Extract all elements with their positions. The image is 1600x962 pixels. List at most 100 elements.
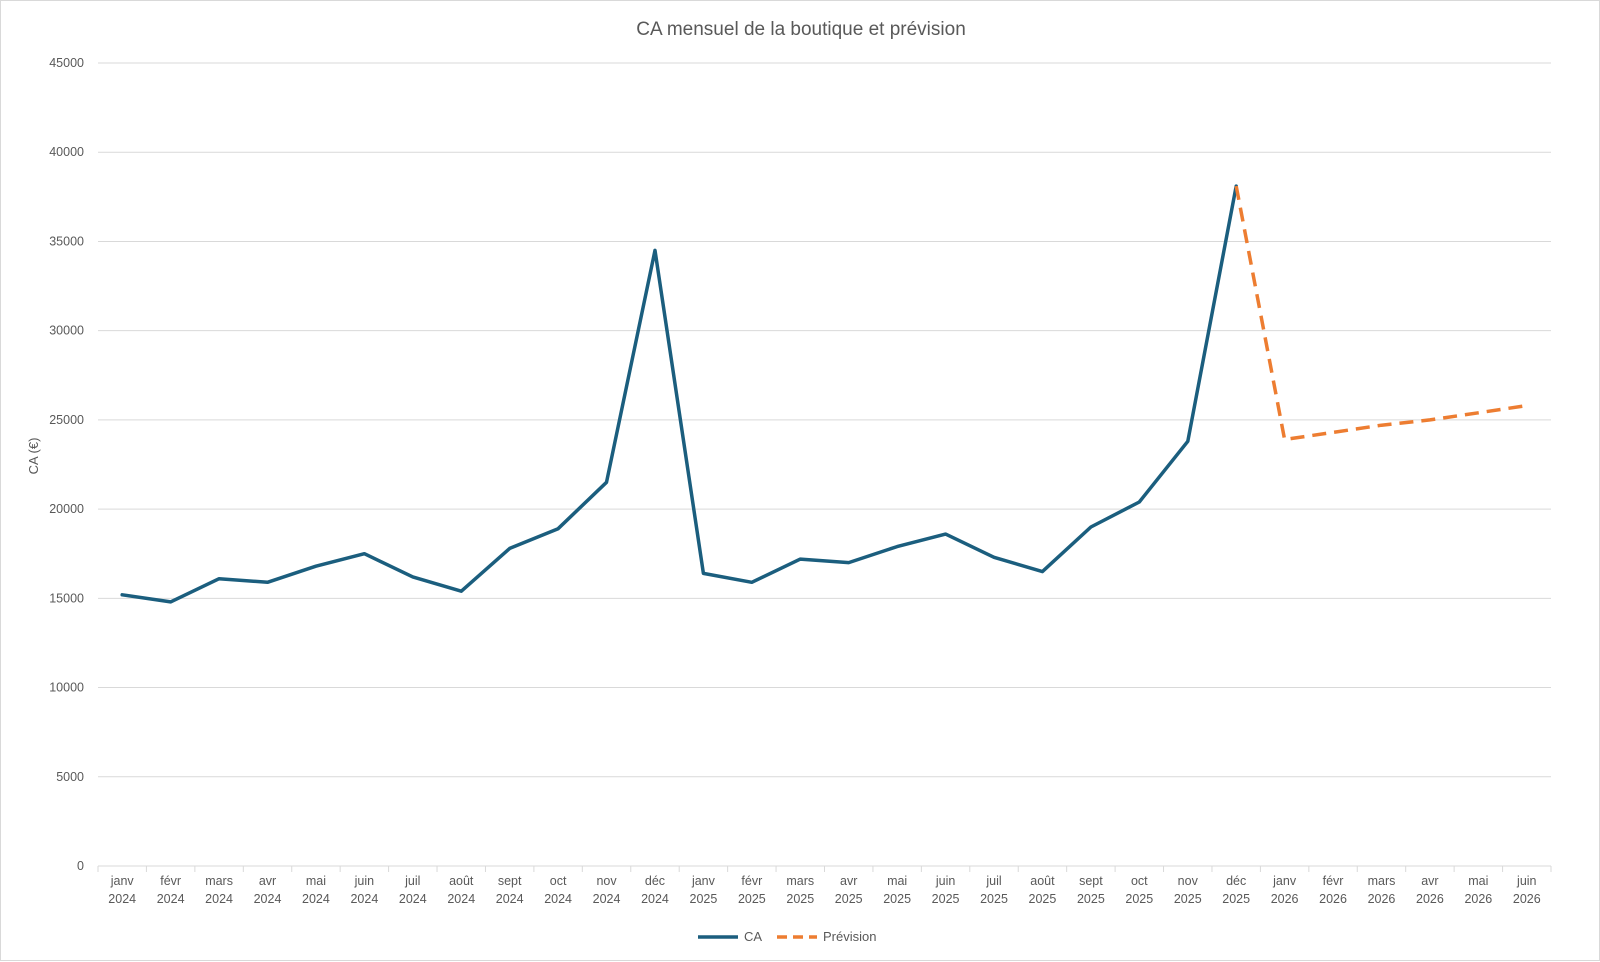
x-tick-label-year: 2026	[1368, 892, 1396, 906]
x-tick-label-month: avr	[1421, 874, 1438, 888]
x-tick-label-month: oct	[550, 874, 567, 888]
data-point	[750, 581, 753, 584]
x-tick-label-year: 2024	[108, 892, 136, 906]
y-tick-label: 20000	[49, 502, 84, 516]
y-tick-label: 15000	[49, 591, 84, 605]
data-point	[1525, 404, 1528, 407]
y-tick-label: 5000	[56, 770, 84, 784]
x-tick-label-year: 2024	[302, 892, 330, 906]
x-tick-label-year: 2026	[1416, 892, 1444, 906]
series-line-prevision	[1234, 185, 1528, 442]
x-tick-label-month: mars	[786, 874, 814, 888]
data-point	[121, 593, 124, 596]
x-tick-label-year: 2026	[1464, 892, 1492, 906]
data-point	[1138, 500, 1141, 503]
data-point	[702, 572, 705, 575]
y-tick-label: 45000	[49, 56, 84, 70]
x-tick-label-month: mai	[1468, 874, 1488, 888]
x-tick-label-year: 2024	[447, 892, 475, 906]
y-tick-label: 0	[77, 859, 84, 873]
data-point	[799, 558, 802, 561]
x-axis: janv 2024 févr 2024 mars 2024 avr 2024 mai 2024 ju…	[97, 865, 1552, 906]
x-tick-label-month: août	[1030, 874, 1055, 888]
data-point	[411, 575, 414, 578]
y-axis-title: CA (€)	[26, 438, 41, 475]
data-point	[896, 545, 899, 548]
x-tick-label-month: mai	[306, 874, 326, 888]
x-tick-label-month: nov	[596, 874, 617, 888]
x-tick-label-month: août	[449, 874, 474, 888]
x-tick-label-month: sept	[498, 874, 522, 888]
x-tick-label-month: juin	[935, 874, 956, 888]
x-tick-label-year: 2025	[883, 892, 911, 906]
data-point	[314, 565, 317, 568]
data-point	[1041, 570, 1044, 573]
chart-title: CA mensuel de la boutique et prévision	[636, 19, 966, 40]
x-tick-label-month: juil	[404, 874, 420, 888]
y-axis: 0 5000 10000 15000 20000 25000 30000 35000 40000…	[49, 56, 84, 873]
x-tick-label-month: juin	[354, 874, 375, 888]
gridlines	[98, 62, 1551, 778]
x-tick-label-year: 2025	[1125, 892, 1153, 906]
x-tick-label-year: 2025	[1077, 892, 1105, 906]
data-point	[847, 561, 850, 564]
x-tick-label-year: 2025	[932, 892, 960, 906]
x-tick-label-month: nov	[1178, 874, 1199, 888]
x-tick-label-month: oct	[1131, 874, 1148, 888]
x-tick-label-year: 2024	[641, 892, 669, 906]
data-point	[993, 556, 996, 559]
legend-label: Prévision	[823, 929, 876, 944]
x-tick-label-month: juin	[1516, 874, 1537, 888]
series-lines	[120, 184, 1528, 604]
x-tick-label-month: févr	[741, 874, 762, 888]
data-point	[653, 249, 656, 252]
data-point	[1380, 424, 1383, 427]
legend-label: CA	[744, 929, 762, 944]
y-tick-label: 30000	[49, 324, 84, 338]
data-point	[169, 600, 172, 603]
data-point	[508, 547, 511, 550]
x-tick-label-month: févr	[1323, 874, 1344, 888]
y-tick-label: 40000	[49, 145, 84, 159]
x-tick-label-year: 2024	[496, 892, 524, 906]
data-point	[460, 590, 463, 593]
x-tick-label-month: mars	[1368, 874, 1396, 888]
data-point	[1332, 431, 1335, 434]
data-point	[218, 577, 221, 580]
data-point	[1089, 525, 1092, 528]
x-tick-label-month: avr	[259, 874, 276, 888]
y-tick-label: 10000	[49, 681, 84, 695]
x-tick-label-year: 2024	[254, 892, 282, 906]
x-tick-label-year: 2024	[399, 892, 427, 906]
data-point	[944, 533, 947, 536]
x-tick-label-year: 2026	[1271, 892, 1299, 906]
legend: CA Prévision	[698, 929, 876, 944]
x-tick-label-year: 2025	[786, 892, 814, 906]
x-tick-label-year: 2024	[593, 892, 621, 906]
data-point	[1428, 418, 1431, 421]
series-line-ca	[120, 184, 1238, 604]
data-point	[605, 481, 608, 484]
x-tick-label-month: sept	[1079, 874, 1103, 888]
data-point	[1477, 411, 1480, 414]
x-tick-label-year: 2026	[1513, 892, 1541, 906]
x-tick-label-year: 2025	[690, 892, 718, 906]
x-tick-label-month: mai	[887, 874, 907, 888]
x-tick-label-month: mars	[205, 874, 233, 888]
data-point	[363, 552, 366, 555]
x-tick-label-year: 2024	[350, 892, 378, 906]
data-point	[557, 527, 560, 530]
x-tick-label-month: janv	[1272, 874, 1297, 888]
x-tick-label-year: 2025	[1029, 892, 1057, 906]
x-tick-label-month: janv	[110, 874, 135, 888]
x-tick-label-year: 2025	[738, 892, 766, 906]
x-tick-label-month: févr	[160, 874, 181, 888]
x-tick-label-month: déc	[1226, 874, 1246, 888]
x-tick-label-month: juil	[985, 874, 1001, 888]
x-tick-label-month: déc	[645, 874, 665, 888]
x-tick-label-year: 2025	[1222, 892, 1250, 906]
data-point	[1235, 185, 1238, 188]
x-tick-label-month: janv	[691, 874, 716, 888]
